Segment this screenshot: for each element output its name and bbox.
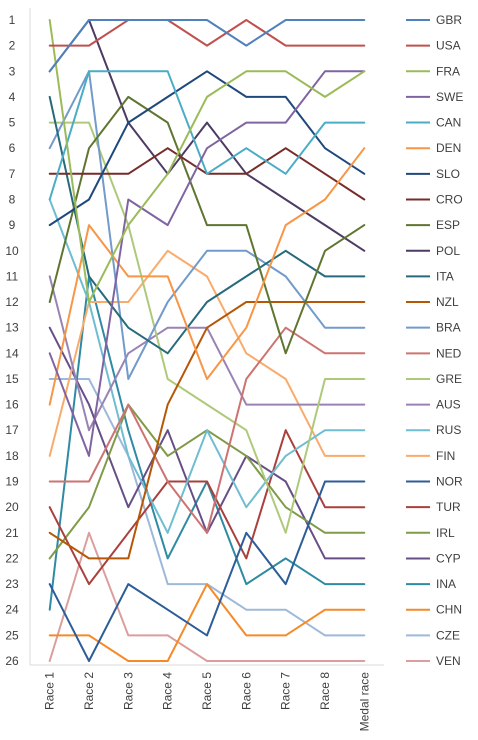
series-line-nzl [48, 301, 366, 560]
y-tick-label: 23 [5, 577, 19, 591]
x-tick-labels: Race 1 Race 2 Race 3 Race 4 Race 5 Race 6 Race… [43, 672, 372, 732]
y-tick-label: 11 [6, 269, 19, 283]
y-tick-label: 6 [9, 141, 16, 155]
y-tick-label: 15 [5, 372, 19, 386]
x-tick-label: Race 1 [43, 672, 57, 710]
y-tick-label: 3 [9, 64, 16, 78]
series-line-chn [48, 583, 366, 662]
y-tick-label: 24 [5, 603, 19, 617]
series-line-nor [48, 480, 366, 662]
y-tick-label: 16 [5, 398, 19, 412]
legend-label-swe: SWE [436, 90, 463, 104]
legend-label-gre: GRE [436, 372, 462, 386]
series-line-gbr [48, 19, 366, 73]
y-tick-label: 19 [5, 475, 19, 489]
series-lines [48, 19, 366, 662]
legend-label-usa: USA [436, 39, 461, 53]
y-tick-label: 14 [5, 346, 19, 360]
x-tick-label: Race 8 [318, 672, 332, 710]
legend-label-nor: NOR [436, 475, 463, 489]
legend-label-fra: FRA [436, 64, 460, 78]
x-tick-label: Race 5 [200, 672, 214, 710]
legend-label-ina: INA [436, 577, 456, 591]
legend: GBR USA FRA SWE CAN DEN SLO CRO ESP POL ITA NZL BRA N… [406, 13, 463, 668]
legend-label-gbr: GBR [436, 13, 462, 27]
x-tick-label: Race 3 [121, 672, 135, 710]
y-tick-label: 8 [9, 192, 16, 206]
series-line-rus [48, 198, 366, 534]
x-tick-label: Race 6 [239, 672, 253, 710]
legend-label-irl: IRL [436, 526, 455, 540]
legend-label-den: DEN [436, 141, 461, 155]
y-tick-label: 25 [5, 628, 19, 642]
legend-label-tur: TUR [436, 500, 461, 514]
series-line-usa [48, 19, 366, 47]
series-line-esp [48, 95, 366, 355]
y-tick-labels: 1234567891011121314151617181920212223242… [5, 13, 19, 668]
x-tick-label: Race 4 [161, 672, 175, 710]
legend-label-slo: SLO [436, 167, 460, 181]
legend-label-ita: ITA [436, 269, 454, 283]
x-tick-label: Race 7 [279, 672, 293, 710]
series-line-den [48, 147, 366, 406]
y-tick-label: 26 [5, 654, 19, 668]
y-tick-label: 21 [5, 526, 19, 540]
legend-label-ven: VEN [436, 654, 461, 668]
legend-label-nzl: NZL [436, 295, 459, 309]
y-tick-label: 22 [5, 551, 19, 565]
legend-label-aus: AUS [436, 398, 461, 412]
legend-label-fin: FIN [436, 449, 455, 463]
y-tick-label: 20 [5, 500, 19, 514]
y-tick-label: 4 [9, 90, 16, 104]
y-tick-label: 7 [9, 167, 16, 181]
series-line-cyp [48, 326, 366, 560]
legend-label-can: CAN [436, 116, 461, 130]
legend-label-cyp: CYP [436, 551, 461, 565]
series-line-ven [48, 531, 366, 662]
legend-label-esp: ESP [436, 218, 460, 232]
y-tick-label: 1 [9, 13, 16, 27]
legend-label-ned: NED [436, 346, 462, 360]
y-tick-label: 13 [5, 321, 19, 335]
series-line-ned [48, 326, 366, 534]
legend-label-cro: CRO [436, 192, 463, 206]
x-tick-label: Race 2 [82, 672, 96, 710]
legend-label-cze: CZE [436, 628, 460, 642]
legend-label-rus: RUS [436, 423, 461, 437]
y-tick-label: 12 [5, 295, 19, 309]
y-tick-label: 17 [5, 423, 19, 437]
series-line-ina [48, 275, 366, 611]
y-tick-label: 5 [9, 116, 16, 130]
y-tick-label: 9 [9, 218, 16, 232]
series-line-cze [48, 378, 366, 637]
x-tick-label: Medal race [357, 672, 371, 732]
series-line-ita [48, 95, 366, 355]
legend-label-bra: BRA [436, 321, 461, 335]
y-tick-label: 18 [5, 449, 19, 463]
series-line-tur [48, 429, 366, 586]
series-line-gre [48, 121, 366, 534]
y-tick-label: 10 [5, 244, 19, 258]
legend-label-pol: POL [436, 244, 460, 258]
series-line-can [48, 70, 366, 201]
series-line-pol [48, 19, 366, 252]
series-line-slo [48, 70, 366, 227]
legend-label-chn: CHN [436, 603, 462, 617]
y-tick-label: 2 [9, 39, 16, 53]
series-line-fra [48, 19, 366, 303]
